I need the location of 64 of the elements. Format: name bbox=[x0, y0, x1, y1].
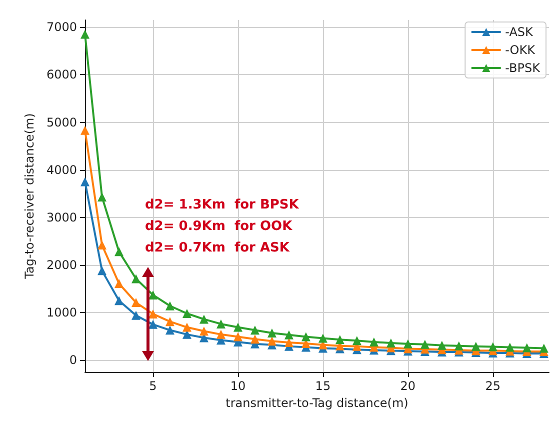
point bbox=[80, 30, 90, 39]
point bbox=[318, 334, 328, 343]
point bbox=[437, 340, 446, 350]
y-tick-label: 0 bbox=[69, 353, 77, 368]
legend-label: -OKK bbox=[505, 43, 536, 57]
point bbox=[522, 343, 532, 352]
y-tick-label: 1000 bbox=[46, 306, 77, 320]
x-tick-label: 5 bbox=[149, 379, 157, 393]
x-axis-title: transmitter-to-Tag distance(m) bbox=[226, 396, 408, 410]
y-tick-label: 2000 bbox=[46, 258, 77, 272]
legend-label: -BPSK bbox=[505, 61, 542, 75]
y-tick-label: 7000 bbox=[46, 20, 77, 34]
point bbox=[284, 330, 294, 340]
point bbox=[250, 326, 260, 335]
y-tick-label: 5000 bbox=[46, 115, 77, 130]
point bbox=[80, 126, 90, 135]
point bbox=[97, 266, 106, 276]
x-tick-label: 25 bbox=[485, 379, 501, 393]
x-tick-label: 20 bbox=[400, 379, 416, 393]
point bbox=[114, 247, 124, 256]
point bbox=[420, 340, 430, 349]
legend-label: -ASK bbox=[505, 25, 534, 39]
point bbox=[488, 342, 498, 352]
point bbox=[131, 274, 140, 284]
point bbox=[131, 298, 140, 308]
annotation: d2= 0.7Km for ASK bbox=[145, 240, 290, 256]
x-tick-label: 10 bbox=[230, 379, 246, 393]
point bbox=[114, 279, 124, 288]
point bbox=[267, 336, 276, 346]
point bbox=[182, 308, 192, 318]
point bbox=[216, 319, 226, 328]
annotation: d2= 0.9Km for OOK bbox=[145, 219, 294, 234]
point bbox=[233, 322, 242, 332]
point bbox=[369, 338, 378, 347]
point bbox=[539, 344, 548, 353]
point bbox=[80, 177, 90, 186]
point bbox=[284, 338, 294, 348]
point bbox=[165, 301, 174, 310]
y-tick-label: 4000 bbox=[46, 162, 77, 177]
point bbox=[386, 338, 396, 348]
y-tick-label: 3000 bbox=[46, 210, 77, 224]
point bbox=[165, 326, 174, 335]
point bbox=[233, 332, 242, 342]
annotation: d2= 1.3Km for BPSK bbox=[145, 198, 300, 212]
point bbox=[403, 339, 412, 348]
point bbox=[131, 310, 140, 320]
point bbox=[114, 296, 124, 306]
point bbox=[301, 332, 310, 342]
point bbox=[199, 314, 208, 324]
point bbox=[165, 317, 174, 326]
point bbox=[199, 326, 208, 336]
point bbox=[471, 342, 480, 351]
point bbox=[352, 336, 362, 346]
point bbox=[335, 335, 344, 344]
point bbox=[182, 322, 192, 332]
point bbox=[267, 328, 276, 338]
y-tick-label: 6000 bbox=[46, 68, 77, 82]
y-axis-title: Tag-to-receiver distance(m) bbox=[22, 113, 37, 280]
point bbox=[454, 341, 464, 350]
point bbox=[505, 342, 514, 352]
point bbox=[216, 330, 226, 339]
x-tick-label: 15 bbox=[315, 379, 331, 393]
point bbox=[250, 334, 260, 344]
point bbox=[97, 240, 106, 250]
